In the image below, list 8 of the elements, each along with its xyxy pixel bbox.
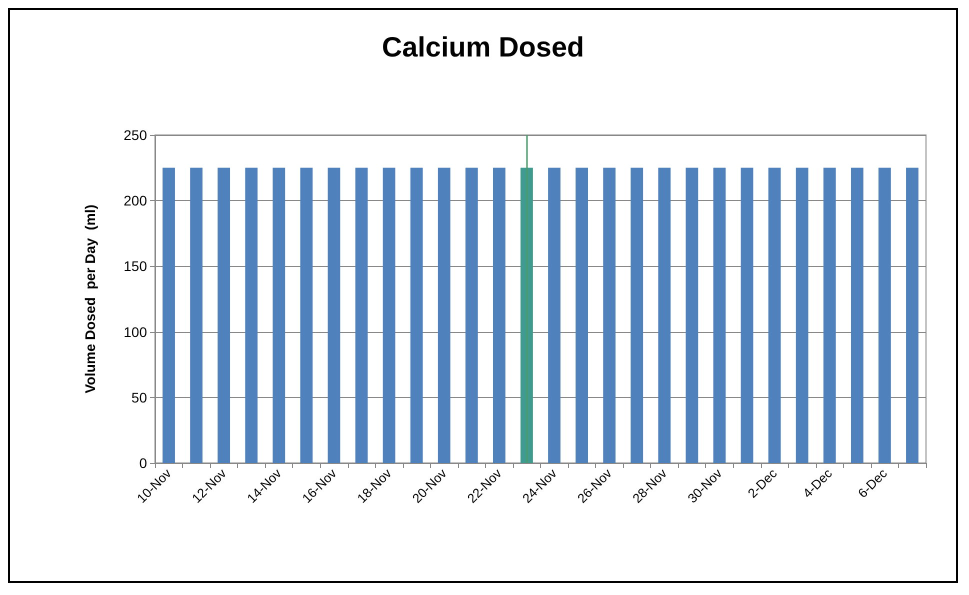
y-tick-label: 250 (124, 127, 148, 143)
y-tick-label: 0 (139, 455, 148, 471)
y-tick-label: 150 (124, 258, 148, 274)
y-tick-label: 100 (124, 324, 148, 340)
chart-title: Calcium Dosed (382, 32, 584, 62)
y-axis-title: Volume Dosed per Day (ml) (82, 204, 98, 394)
y-tick-label: 200 (124, 192, 148, 209)
y-tick-label: 50 (131, 389, 148, 406)
